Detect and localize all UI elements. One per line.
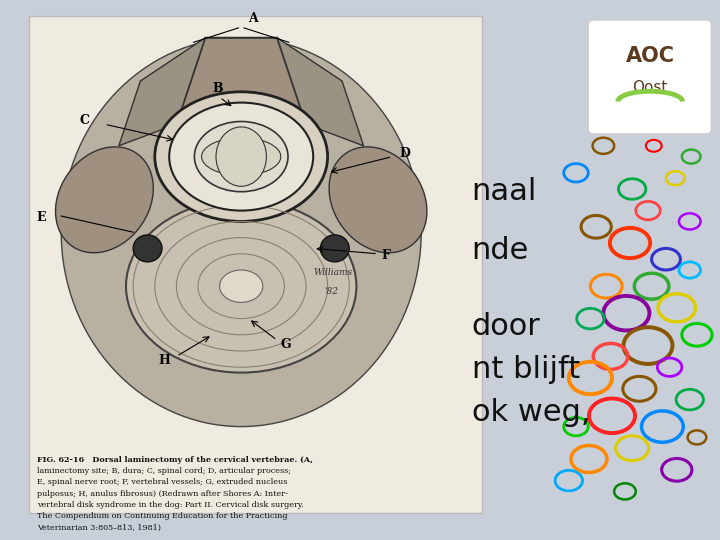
Text: FIG. 62-16   Dorsal laminectomy of the cervical vertebrae. (A,: FIG. 62-16 Dorsal laminectomy of the cer… (37, 456, 313, 464)
FancyBboxPatch shape (29, 16, 482, 513)
Text: E: E (36, 211, 45, 225)
Text: G: G (281, 338, 292, 352)
Text: vertebral disk syndrome in the dog: Part II. Cervical disk surgery.: vertebral disk syndrome in the dog: Part… (37, 501, 305, 509)
Text: E, spinal nerve root; F, vertebral vessels; G, extruded nucleus: E, spinal nerve root; F, vertebral vesse… (37, 478, 288, 487)
Ellipse shape (61, 38, 421, 427)
Text: The Compendium on Continuing Education for the Practicing: The Compendium on Continuing Education f… (37, 512, 288, 521)
Ellipse shape (194, 122, 288, 192)
Text: naal: naal (472, 177, 537, 206)
Ellipse shape (126, 200, 356, 373)
Text: C: C (79, 114, 89, 127)
Text: AOC: AOC (626, 46, 675, 66)
Polygon shape (119, 38, 205, 146)
Ellipse shape (133, 235, 162, 262)
Text: laminectomy site; B, dura; C, spinal cord; D, articular process;: laminectomy site; B, dura; C, spinal cor… (37, 467, 292, 475)
Ellipse shape (155, 92, 328, 221)
Polygon shape (277, 38, 364, 146)
Text: D: D (400, 146, 410, 160)
Text: door: door (472, 312, 541, 341)
Text: Oost: Oost (632, 80, 668, 95)
Text: Veterinarian 3:805–813, 1981): Veterinarian 3:805–813, 1981) (37, 524, 161, 532)
Text: A: A (248, 11, 258, 25)
Ellipse shape (169, 103, 313, 211)
FancyBboxPatch shape (588, 20, 711, 134)
Ellipse shape (216, 127, 266, 186)
Text: nt blijft: nt blijft (472, 355, 580, 384)
Ellipse shape (220, 270, 263, 302)
Text: F: F (382, 249, 390, 262)
Ellipse shape (329, 147, 427, 253)
Text: H: H (158, 354, 170, 368)
Ellipse shape (55, 147, 153, 253)
Text: pulposus; H, anulus fibrosus) (Redrawn after Shores A: Inter-: pulposus; H, anulus fibrosus) (Redrawn a… (37, 490, 288, 498)
Ellipse shape (202, 138, 281, 176)
Text: ok weg,: ok weg, (472, 398, 590, 427)
Polygon shape (176, 38, 306, 124)
Text: B: B (212, 82, 223, 95)
Text: Williams: Williams (313, 268, 352, 278)
Text: nde: nde (472, 236, 529, 265)
Ellipse shape (320, 235, 349, 262)
Text: '82: '82 (324, 287, 338, 296)
